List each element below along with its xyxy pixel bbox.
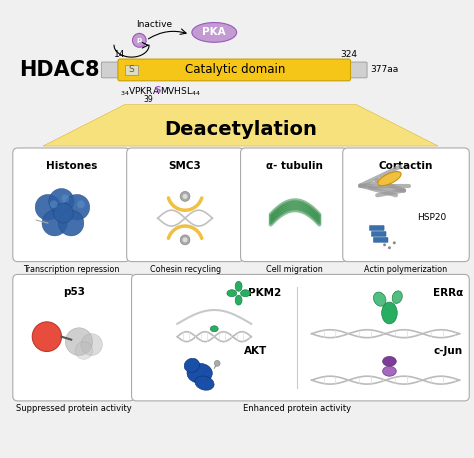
Circle shape bbox=[180, 191, 190, 202]
Text: p53: p53 bbox=[63, 287, 85, 297]
Ellipse shape bbox=[392, 291, 402, 304]
Text: α- tubulin: α- tubulin bbox=[265, 161, 322, 171]
Text: HDAC8: HDAC8 bbox=[19, 60, 100, 80]
Circle shape bbox=[214, 360, 220, 366]
Circle shape bbox=[32, 322, 62, 351]
Text: Histones: Histones bbox=[46, 161, 97, 171]
Polygon shape bbox=[43, 104, 438, 146]
FancyBboxPatch shape bbox=[347, 62, 367, 78]
Text: MVHSL$_{44}$: MVHSL$_{44}$ bbox=[160, 86, 201, 98]
FancyBboxPatch shape bbox=[101, 62, 121, 78]
Text: PKA: PKA bbox=[202, 27, 226, 38]
FancyBboxPatch shape bbox=[13, 274, 135, 401]
FancyBboxPatch shape bbox=[13, 148, 129, 262]
Ellipse shape bbox=[187, 363, 212, 383]
Circle shape bbox=[65, 328, 92, 355]
Circle shape bbox=[62, 195, 69, 202]
Circle shape bbox=[182, 194, 188, 199]
Ellipse shape bbox=[383, 356, 396, 366]
Ellipse shape bbox=[382, 302, 397, 324]
Circle shape bbox=[50, 200, 57, 208]
Text: PKM2: PKM2 bbox=[248, 288, 282, 298]
Circle shape bbox=[59, 210, 84, 236]
Circle shape bbox=[42, 210, 67, 236]
Circle shape bbox=[35, 195, 61, 220]
FancyBboxPatch shape bbox=[127, 148, 244, 262]
FancyBboxPatch shape bbox=[370, 225, 384, 230]
Circle shape bbox=[75, 342, 92, 360]
Ellipse shape bbox=[192, 22, 237, 42]
Text: Cohesin recycling: Cohesin recycling bbox=[149, 265, 220, 273]
Ellipse shape bbox=[195, 376, 214, 390]
Ellipse shape bbox=[374, 292, 386, 306]
Circle shape bbox=[77, 200, 85, 208]
Ellipse shape bbox=[210, 326, 218, 332]
Text: ERRα: ERRα bbox=[433, 288, 464, 298]
Circle shape bbox=[393, 241, 396, 244]
Text: S: S bbox=[128, 65, 135, 75]
Ellipse shape bbox=[240, 290, 250, 297]
Text: Enhanced protein activity: Enhanced protein activity bbox=[243, 404, 351, 413]
Ellipse shape bbox=[235, 295, 242, 305]
Text: c-Jun: c-Jun bbox=[433, 345, 462, 355]
FancyBboxPatch shape bbox=[374, 237, 388, 242]
FancyBboxPatch shape bbox=[343, 148, 469, 262]
Text: Actin polymerization: Actin polymerization bbox=[365, 265, 447, 273]
Text: Transcription repression: Transcription repression bbox=[23, 265, 119, 273]
Text: HSP20: HSP20 bbox=[417, 213, 447, 222]
Text: AKT: AKT bbox=[244, 345, 267, 355]
Text: Catalytic domain: Catalytic domain bbox=[185, 64, 286, 76]
Circle shape bbox=[383, 243, 386, 246]
Text: $_{34}$VPKRA: $_{34}$VPKRA bbox=[120, 86, 160, 98]
Circle shape bbox=[81, 334, 102, 355]
Text: 14: 14 bbox=[114, 50, 126, 59]
Text: 39: 39 bbox=[143, 95, 153, 104]
Ellipse shape bbox=[383, 366, 396, 376]
Text: 377aa: 377aa bbox=[370, 65, 398, 75]
Ellipse shape bbox=[378, 172, 401, 185]
FancyBboxPatch shape bbox=[132, 274, 469, 401]
Circle shape bbox=[54, 203, 73, 223]
Text: Suppressed protein activity: Suppressed protein activity bbox=[16, 404, 131, 413]
Circle shape bbox=[133, 33, 146, 47]
Circle shape bbox=[64, 195, 90, 220]
FancyBboxPatch shape bbox=[118, 59, 350, 81]
Circle shape bbox=[180, 235, 190, 245]
Text: Deacetylation: Deacetylation bbox=[164, 120, 317, 139]
Text: SMC3: SMC3 bbox=[169, 161, 201, 171]
FancyBboxPatch shape bbox=[240, 148, 347, 262]
Circle shape bbox=[388, 246, 391, 249]
Text: S: S bbox=[154, 86, 160, 95]
Text: p: p bbox=[137, 37, 142, 44]
Ellipse shape bbox=[235, 281, 242, 291]
Circle shape bbox=[182, 237, 188, 242]
Circle shape bbox=[49, 189, 74, 214]
Ellipse shape bbox=[227, 290, 237, 297]
FancyBboxPatch shape bbox=[372, 231, 386, 236]
FancyBboxPatch shape bbox=[125, 65, 138, 75]
Text: Inactive: Inactive bbox=[136, 20, 172, 29]
Ellipse shape bbox=[184, 358, 200, 372]
Text: Cell migration: Cell migration bbox=[266, 265, 322, 273]
Text: Cortactin: Cortactin bbox=[379, 161, 433, 171]
Text: 324: 324 bbox=[340, 50, 357, 59]
